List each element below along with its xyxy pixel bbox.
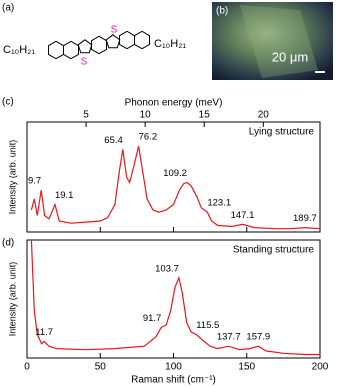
- ring: [119, 30, 135, 50]
- peak-label: 189.7: [293, 213, 317, 224]
- x2-tick-label: 20: [258, 110, 270, 121]
- substituent: C₁₀H₂₁: [3, 44, 35, 56]
- x-tick-label: 50: [95, 362, 107, 373]
- peak-label: 19.1: [55, 190, 74, 201]
- ring: [63, 40, 79, 60]
- crystal: [240, 5, 318, 78]
- x2-tick-label: 5: [83, 110, 89, 121]
- x-tick-label: 150: [238, 362, 255, 373]
- peak-label: 103.7: [155, 263, 179, 274]
- ring: [77, 39, 93, 54]
- plot-frame: [26, 239, 321, 359]
- annotation: Lying structure: [249, 127, 315, 138]
- x-axis-label: Raman shift (cm⁻¹): [131, 375, 216, 386]
- annotation: Standing structure: [233, 245, 315, 256]
- spectrum-line: [30, 146, 321, 230]
- peak-label: 147.1: [231, 210, 255, 221]
- x-tick-label: 200: [312, 362, 329, 373]
- panel-label: (b): [216, 6, 228, 17]
- ring: [105, 34, 121, 49]
- peak-label: 157.9: [246, 332, 270, 343]
- x2-axis-label: Phonon energy (meV): [125, 98, 223, 109]
- ring: [134, 30, 150, 50]
- spectrum-line: [30, 239, 320, 356]
- ring: [91, 35, 107, 55]
- panel-label: (c): [2, 97, 14, 108]
- peak-label: 76.2: [139, 132, 158, 143]
- micrograph: [212, 2, 333, 80]
- panel-label: (d): [2, 238, 14, 249]
- peak-label: 123.1: [207, 198, 231, 209]
- scale-bar-label: 20 μm: [272, 49, 308, 64]
- y-axis-label: Intensity (arb. unit): [7, 262, 17, 337]
- peak-label: 65.4: [104, 135, 123, 146]
- substituent: C₁₀H₂₁: [154, 38, 186, 50]
- peak-label: 91.7: [143, 313, 162, 324]
- peak-label: 109.2: [163, 168, 187, 179]
- peak-label: 11.7: [35, 327, 53, 338]
- x-tick-label: 0: [24, 362, 30, 373]
- x2-tick-label: 15: [199, 110, 211, 121]
- sulfur: S: [111, 25, 118, 36]
- sulfur: S: [81, 57, 88, 68]
- y-axis-label: Intensity (arb. unit): [7, 140, 17, 215]
- peak-label: 115.5: [196, 320, 219, 331]
- x2-tick-label: 10: [140, 110, 152, 121]
- x-tick-label: 100: [165, 362, 182, 373]
- ring: [48, 40, 64, 60]
- panel-label: (a): [2, 3, 14, 14]
- peak-label: 9.7: [28, 176, 41, 187]
- peak-label: 137.7: [217, 332, 241, 343]
